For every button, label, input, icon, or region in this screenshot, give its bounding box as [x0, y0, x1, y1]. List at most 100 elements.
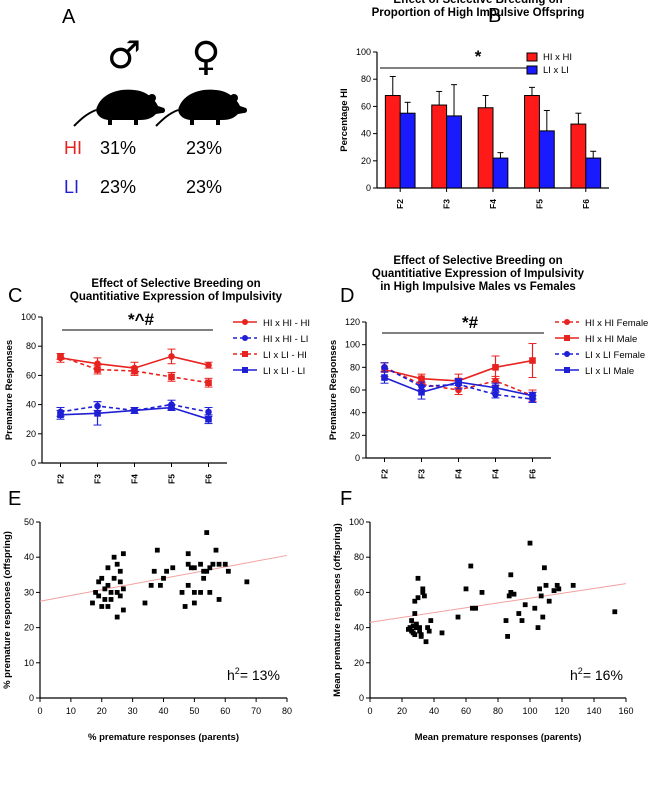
data-point	[414, 625, 419, 630]
x-tick-label: 30	[128, 706, 138, 716]
data-point	[537, 586, 542, 592]
data-point	[412, 632, 418, 638]
chart-title: Proportion of High Impulsive Offspring	[372, 7, 585, 19]
y-axis-label: Premature Responses	[4, 340, 15, 440]
y-tick-label: 20	[24, 623, 34, 633]
y-tick-label: 10	[24, 658, 34, 668]
y-tick-label: 30	[24, 587, 34, 597]
row-hi-female: 23%	[186, 138, 222, 158]
data-point	[216, 561, 222, 567]
legend-label: HI x HI	[543, 52, 572, 63]
legend-marker	[564, 335, 570, 341]
chart-title: Effect of Selective Breeding on	[91, 278, 260, 290]
x-tick-label: 40	[158, 706, 168, 716]
data-point	[506, 593, 512, 599]
data-point	[170, 565, 176, 571]
y-tick-label: 40	[354, 623, 364, 633]
data-point	[105, 565, 111, 571]
regression-line	[369, 583, 627, 623]
y-tick-label: 20	[26, 429, 36, 439]
bar	[477, 107, 494, 189]
data-point	[148, 582, 154, 588]
y-tick-label: 40	[26, 400, 36, 410]
data-point	[185, 561, 191, 567]
data-point	[468, 563, 474, 569]
data-point	[414, 621, 419, 627]
data-point	[612, 609, 618, 615]
data-point	[93, 590, 98, 595]
data-point	[439, 630, 445, 636]
y-tick-label: 60	[354, 587, 364, 597]
y-tick-label: 0	[359, 693, 364, 703]
data-point	[418, 634, 424, 639]
legend-label: LI x LI - LI	[263, 366, 305, 377]
x-tick-label: 20	[397, 706, 407, 716]
data-point	[182, 604, 188, 609]
data-point	[168, 404, 175, 411]
data-point	[120, 586, 126, 592]
chart-title: Quantitiative Expression of Impulsivity	[372, 268, 585, 280]
x-tick-label: F6	[581, 199, 591, 209]
data-point	[407, 625, 413, 630]
x-tick-label: 80	[282, 706, 292, 716]
data-point	[205, 415, 212, 423]
bar	[431, 104, 448, 189]
data-point	[455, 614, 461, 620]
y-tick-label: 60	[350, 385, 360, 395]
y-tick-label: 0	[31, 458, 36, 468]
x-tick-label: 120	[554, 706, 569, 716]
data-point	[410, 623, 416, 629]
y-tick-label: 60	[26, 370, 36, 380]
x-tick-label: F3	[417, 469, 427, 479]
data-point	[415, 575, 421, 581]
x-tick-label: 40	[429, 706, 439, 716]
data-point	[158, 582, 163, 588]
data-point	[225, 568, 231, 574]
legend-label: LI x LI	[543, 65, 569, 76]
data-point	[417, 628, 422, 634]
data-point	[570, 582, 576, 588]
data-point	[425, 625, 430, 630]
legend-marker	[564, 367, 570, 373]
y-tick-label: 100	[349, 517, 364, 527]
data-point	[191, 600, 197, 606]
y-tick-label: 50	[24, 517, 34, 527]
data-point	[168, 373, 175, 381]
data-point	[120, 551, 126, 557]
data-point	[554, 582, 560, 588]
data-point	[198, 590, 203, 595]
legend-swatch	[526, 52, 538, 62]
y-axis-label: % premature responses (offspring)	[2, 531, 13, 689]
data-point	[546, 598, 552, 604]
data-point	[161, 575, 166, 581]
chart-c: C Effect of Selective Breeding onQuantiti…	[4, 278, 310, 484]
bar	[399, 112, 416, 189]
data-point	[540, 614, 546, 620]
panel-a: A ♂ ♀ HI 31% 23% LI 23% 23%	[0, 0, 300, 230]
x-tick-label: F4	[491, 469, 501, 479]
legend-marker	[242, 335, 248, 341]
legend-label: LI x LI Female	[585, 350, 645, 361]
data-point	[508, 572, 514, 578]
data-point	[210, 561, 216, 567]
chart-title: Quantitiative Expression of Impulsivity	[70, 291, 283, 303]
data-point	[428, 618, 434, 623]
bar	[446, 115, 462, 189]
legend-marker	[564, 319, 570, 325]
data-point	[492, 377, 499, 385]
bar	[384, 95, 401, 189]
data-point	[131, 407, 138, 414]
row-li-label: LI	[64, 177, 79, 197]
legend-marker	[242, 351, 248, 357]
y-tick-label: 20	[361, 156, 371, 166]
female-symbol: ♀	[191, 34, 220, 80]
x-tick-label: F6	[528, 469, 538, 479]
significance-annotation: *	[475, 47, 482, 66]
data-point	[111, 554, 117, 560]
x-tick-label: 70	[251, 706, 261, 716]
x-axis-label: % premature responses (parents)	[88, 732, 239, 743]
data-point	[420, 586, 426, 592]
data-point	[216, 597, 222, 602]
